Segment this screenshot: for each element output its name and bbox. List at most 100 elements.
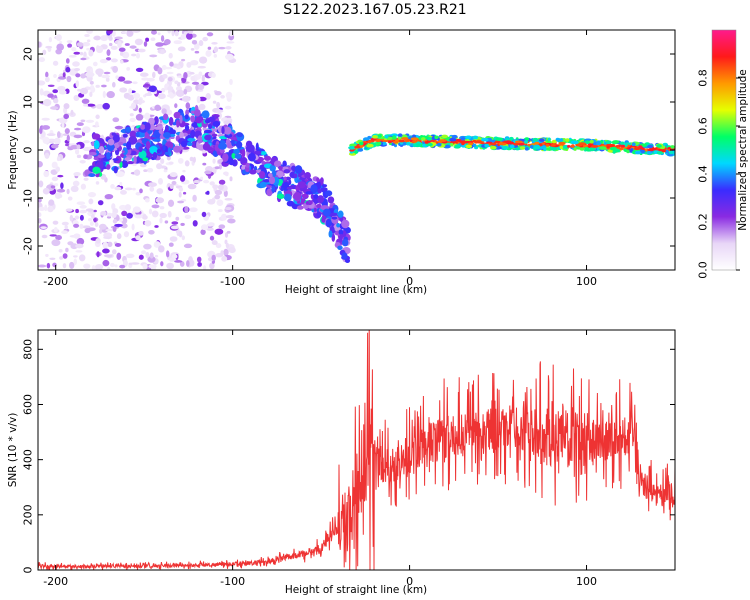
spectrogram-blob [387, 140, 392, 144]
spectrogram-blob [132, 187, 136, 191]
spectrogram-blob [273, 160, 282, 168]
spectrogram-blob [631, 142, 636, 146]
spectrogram-blob [95, 181, 100, 185]
spectrogram-blob [263, 155, 272, 161]
spectrogram-blob [331, 233, 336, 242]
spectrogram-blob [434, 135, 439, 140]
spectrogram-blob [133, 127, 139, 132]
spectrogram-blob [320, 177, 324, 184]
spectrogram-blob [226, 41, 235, 44]
snr-ytick-label: 600 [22, 394, 35, 415]
spectrogram-blob [337, 245, 343, 250]
spectrogram-blob [196, 256, 202, 263]
spectrogram-blob [175, 89, 185, 97]
spectrogram-blob [95, 114, 100, 120]
spectrogram-blob [187, 30, 194, 34]
spectrogram-blob [524, 140, 528, 144]
spectrogram-blob [341, 252, 348, 260]
spectrogram-blob [211, 72, 216, 78]
spectrogram-blob [85, 119, 95, 123]
spectrogram-blob [112, 81, 116, 88]
spectrogram-blob [595, 141, 602, 146]
colorbar-tick-label: 0.8 [697, 69, 710, 87]
spectrogram-blob [65, 208, 73, 212]
spectrogram-blob [70, 109, 74, 116]
chart-title: S122.2023.167.05.23.R21 [283, 2, 467, 18]
spectrogram-blob [120, 190, 127, 195]
spectrogram-blob [130, 102, 137, 110]
spectrogram-blob [668, 150, 674, 155]
spectrogram-blob [168, 161, 174, 165]
spectrogram-blob [148, 182, 157, 187]
spectrogram-blob [40, 226, 47, 229]
spectrogram-blob [211, 133, 218, 137]
spectrogram-blob [598, 146, 607, 150]
spectrogram-blob [105, 57, 112, 61]
spectrogram-blob [533, 145, 541, 150]
spectrogram-blob [87, 191, 97, 198]
spectrogram-blob [59, 41, 63, 44]
spectrogram-blob [559, 145, 564, 150]
spectrogram-blob [151, 30, 157, 35]
spectrogram-blob [164, 66, 173, 70]
spectrogram-ytick-label: 0 [22, 147, 35, 154]
spectrogram-blob [411, 140, 418, 143]
spectrogram-blob [184, 160, 190, 167]
spectrogram-blob [76, 237, 85, 246]
spectrogram-blob [143, 41, 148, 47]
spectrogram-blob [100, 35, 108, 42]
spectrogram-blob [83, 140, 90, 144]
spectrogram-blob [180, 140, 188, 148]
spectrogram-blob [161, 87, 166, 93]
spectrogram-blob [209, 181, 215, 186]
spectrogram-blob [397, 136, 402, 140]
spectrogram-blob [202, 36, 209, 42]
spectrogram-blob [72, 61, 80, 67]
spectrogram-blob [96, 45, 104, 54]
spectrogram-blob [169, 183, 174, 190]
spectrogram-blob [276, 193, 285, 200]
spectrogram-blob [284, 193, 292, 202]
spectrogram-blob [116, 252, 122, 260]
spectrogram-blob [102, 259, 110, 267]
spectrogram-blob [141, 250, 147, 255]
spectrogram-blob [76, 42, 84, 47]
spectrogram-blob [101, 84, 107, 88]
spectrogram-blob [114, 125, 124, 130]
spectrogram-blob [45, 45, 53, 49]
spectrogram-blob [179, 114, 183, 124]
spectrogram-blob [199, 56, 208, 64]
spectrogram-blob [163, 169, 168, 173]
spectrogram-blob [203, 265, 207, 270]
spectrogram-blob [145, 140, 151, 150]
spectrogram-blob [189, 71, 195, 75]
spectrogram-blob [124, 187, 133, 191]
spectrogram-blob [126, 30, 134, 37]
spectrogram-blob [81, 98, 90, 104]
spectrogram-blob [176, 119, 180, 128]
spectrogram-blob [186, 260, 190, 267]
spectrogram-blob [61, 221, 69, 226]
spectrogram-blob [211, 41, 218, 45]
spectrogram-blob [507, 141, 515, 145]
spectrogram-blob [76, 144, 81, 150]
spectrogram-blob [197, 65, 206, 69]
spectrogram-blob [38, 57, 46, 63]
spectrogram-blob [372, 135, 378, 139]
spectrogram-blob [164, 39, 171, 45]
spectrogram-blob [122, 133, 128, 138]
spectrogram-blob [45, 71, 49, 78]
spectrogram-blob [375, 139, 381, 143]
spectrogram-blob [605, 140, 612, 144]
spectrogram-blob [94, 264, 104, 270]
spectrogram-blob [215, 109, 224, 113]
spectrogram-blob [110, 184, 115, 189]
spectrogram-blob [107, 138, 115, 146]
spectrogram-blob [138, 230, 144, 236]
spectrogram-blob [513, 142, 519, 146]
spectrogram-blob [138, 150, 147, 159]
spectrogram-blob [166, 71, 174, 75]
spectrogram-blob [354, 150, 358, 154]
spectrogram-blob [465, 135, 472, 140]
spectrogram-blob [186, 141, 193, 147]
